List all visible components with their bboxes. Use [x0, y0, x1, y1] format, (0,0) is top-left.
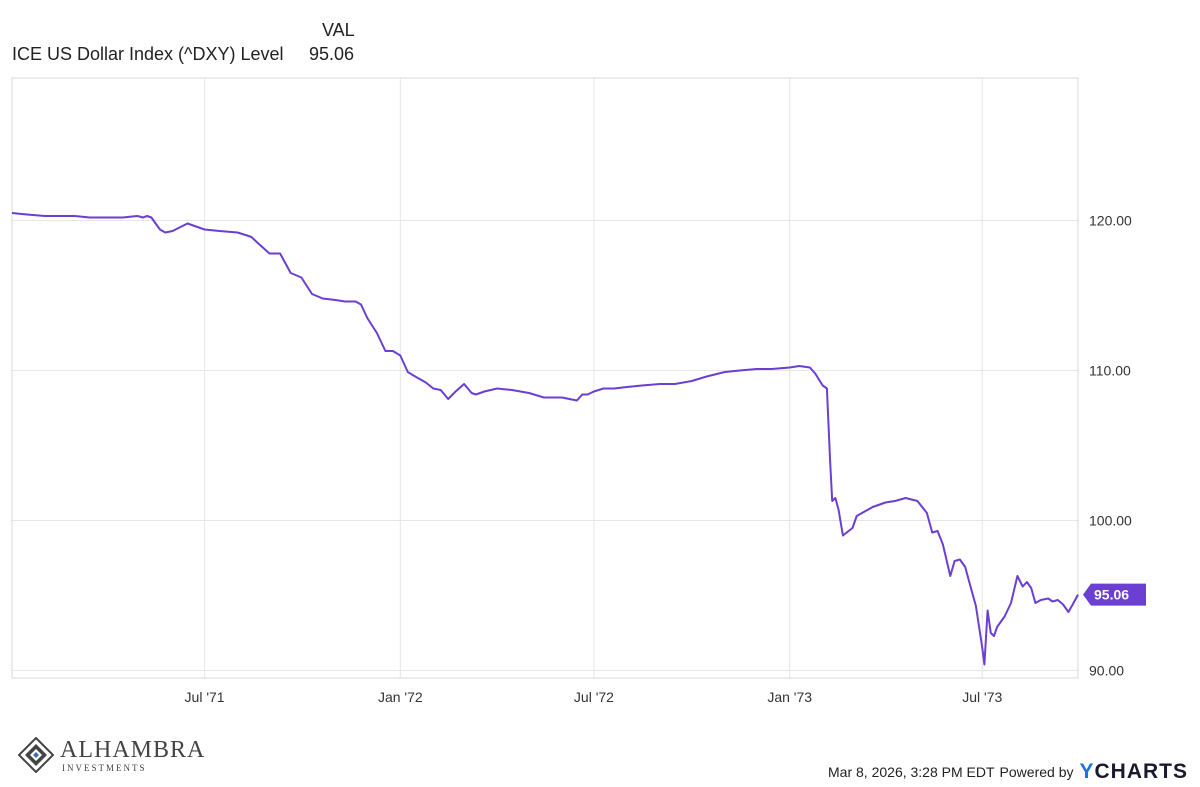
plot-area	[11, 77, 1079, 679]
x-tick-label: Jan '72	[378, 689, 423, 705]
alhambra-emblem-icon	[18, 737, 54, 773]
y-tick-label: 100.00	[1089, 513, 1132, 529]
y-tick-label: 110.00	[1089, 363, 1131, 379]
footer-powered-by: Powered by	[999, 764, 1074, 780]
last-value-label: 95.06	[1083, 583, 1146, 606]
footer-timestamp: Mar 8, 2026, 3:28 PM EDT	[828, 764, 995, 780]
last-value-label-text: 95.06	[1094, 587, 1129, 603]
last-value-label-background	[1083, 583, 1146, 606]
ycharts-logo-y: Y	[1079, 760, 1095, 783]
logo-wordmark: ALHAMBRA	[60, 736, 206, 763]
legend-series-name: ICE US Dollar Index (^DXY) Level	[12, 44, 284, 64]
x-axis-ticks: Jul '71 Jan '72 Jul '72 Jan '73 Jul '73	[185, 689, 1003, 705]
x-tick-label: Jul '72	[574, 689, 614, 705]
x-tick-label: Jul '71	[185, 689, 225, 705]
x-tick-label: Jul '73	[962, 689, 1002, 705]
logo-subtitle: INVESTMENTS	[62, 762, 147, 773]
grid	[12, 78, 1078, 678]
ycharts-logo: YCHARTS	[1079, 760, 1188, 784]
ycharts-logo-text: CHARTS	[1094, 760, 1188, 783]
y-tick-label: 120.00	[1089, 213, 1132, 229]
y-axis-ticks: 90.00 100.00 110.00 120.00	[1089, 213, 1132, 679]
y-tick-label: 90.00	[1089, 663, 1124, 679]
footer: Mar 8, 2026, 3:28 PM EDT Powered by YCHA…	[828, 760, 1188, 784]
alhambra-logo: ALHAMBRA INVESTMENTS	[18, 737, 205, 773]
legend-series-value: 95.06	[309, 44, 355, 64]
x-tick-label: Jan '73	[767, 689, 812, 705]
legend-column-header: VAL	[322, 20, 355, 40]
series-line	[11, 212, 1079, 666]
